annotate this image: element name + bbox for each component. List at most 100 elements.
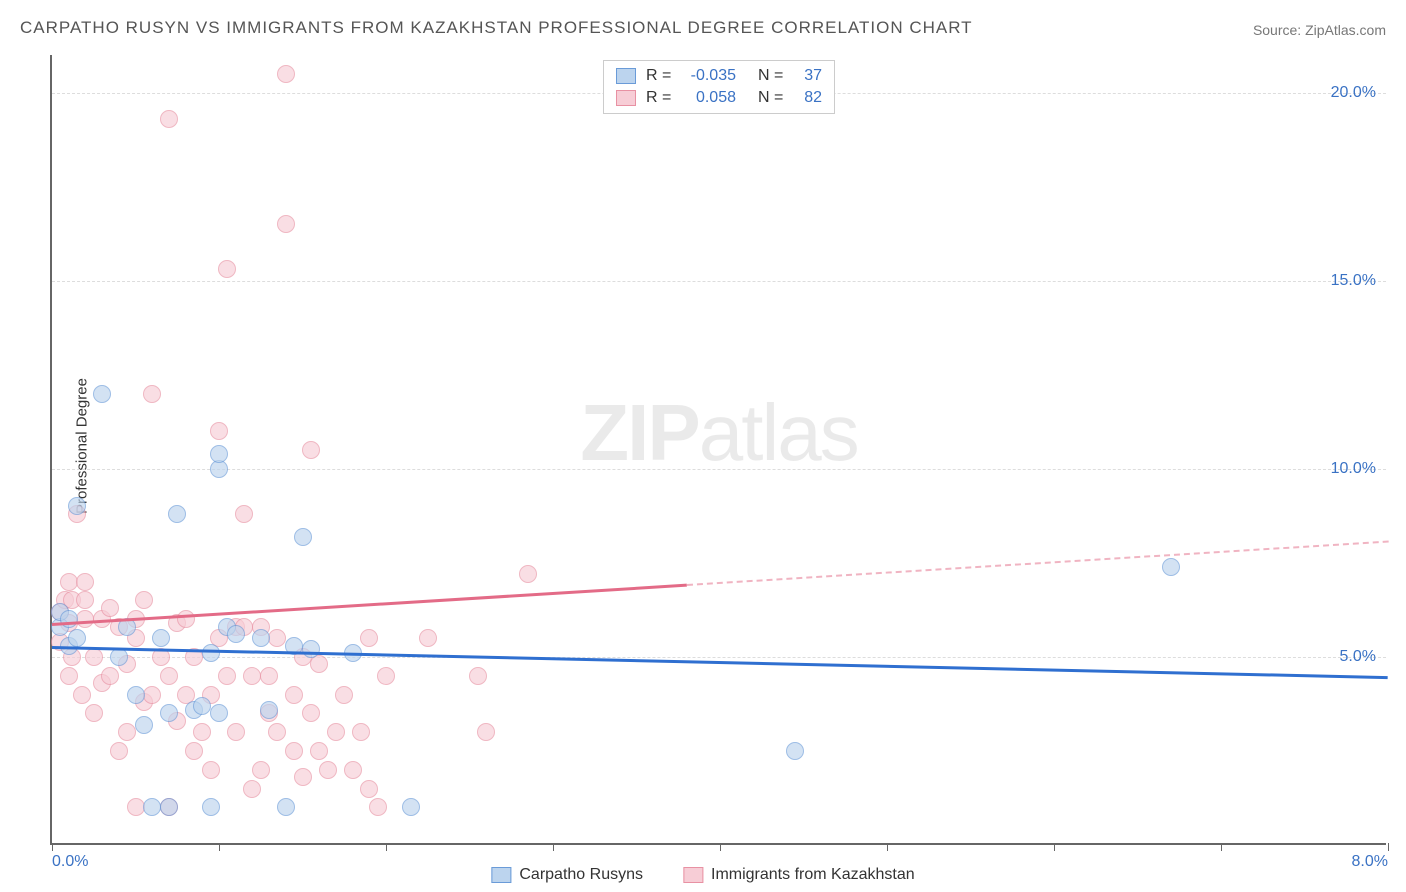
n-value: 37 <box>796 67 822 85</box>
scatter-point <box>160 798 178 816</box>
y-tick-label: 20.0% <box>1331 84 1376 102</box>
x-tick-label: 0.0% <box>52 853 88 871</box>
y-tick-label: 5.0% <box>1340 648 1376 666</box>
scatter-point <box>352 723 370 741</box>
y-tick-label: 15.0% <box>1331 272 1376 290</box>
x-tick-label: 8.0% <box>1352 853 1388 871</box>
scatter-point <box>135 591 153 609</box>
scatter-point <box>243 780 261 798</box>
scatter-point <box>285 742 303 760</box>
r-value: 0.058 <box>684 89 736 107</box>
scatter-point <box>302 441 320 459</box>
scatter-point <box>227 625 245 643</box>
scatter-point <box>268 723 286 741</box>
legend-item: Immigrants from Kazakhstan <box>683 866 915 884</box>
scatter-point <box>93 385 111 403</box>
scatter-point <box>360 780 378 798</box>
scatter-point <box>327 723 345 741</box>
scatter-point <box>68 629 86 647</box>
scatter-point <box>252 761 270 779</box>
scatter-point <box>335 686 353 704</box>
scatter-point <box>118 723 136 741</box>
scatter-point <box>243 667 261 685</box>
legend-stats-row: R =-0.035N =37 <box>616 65 822 87</box>
scatter-point <box>152 629 170 647</box>
scatter-point <box>477 723 495 741</box>
scatter-point <box>143 798 161 816</box>
source-attribution: Source: ZipAtlas.com <box>1253 22 1386 38</box>
scatter-point <box>1162 558 1180 576</box>
legend-swatch <box>616 68 636 84</box>
x-tick-mark <box>386 843 387 851</box>
legend-stats-row: R =0.058N =82 <box>616 87 822 109</box>
x-tick-mark <box>219 843 220 851</box>
scatter-point <box>302 640 320 658</box>
scatter-point <box>202 798 220 816</box>
x-tick-mark <box>887 843 888 851</box>
n-label: N = <box>758 67 786 85</box>
scatter-point <box>60 667 78 685</box>
scatter-point <box>160 110 178 128</box>
scatter-point <box>285 686 303 704</box>
scatter-point <box>402 798 420 816</box>
scatter-point <box>193 723 211 741</box>
scatter-point <box>68 497 86 515</box>
chart-title: CARPATHO RUSYN VS IMMIGRANTS FROM KAZAKH… <box>20 18 973 38</box>
legend-label: Carpatho Rusyns <box>519 866 643 884</box>
scatter-point <box>252 629 270 647</box>
gridline <box>52 281 1386 282</box>
x-tick-mark <box>553 843 554 851</box>
legend-label: Immigrants from Kazakhstan <box>711 866 915 884</box>
watermark: ZIPatlas <box>580 387 857 479</box>
legend-stats: R =-0.035N =37R =0.058N =82 <box>603 60 835 114</box>
legend-item: Carpatho Rusyns <box>491 866 643 884</box>
scatter-point <box>101 667 119 685</box>
gridline <box>52 657 1386 658</box>
scatter-point <box>319 761 337 779</box>
scatter-point <box>101 599 119 617</box>
scatter-point <box>143 385 161 403</box>
x-tick-mark <box>720 843 721 851</box>
scatter-point <box>302 704 320 722</box>
scatter-point <box>310 742 328 760</box>
legend-swatch <box>491 867 511 883</box>
scatter-point <box>260 667 278 685</box>
trend-line <box>687 540 1389 585</box>
scatter-point <box>360 629 378 647</box>
scatter-point <box>76 610 94 628</box>
gridline <box>52 469 1386 470</box>
legend-swatch <box>616 90 636 106</box>
x-tick-mark <box>1054 843 1055 851</box>
scatter-point <box>260 701 278 719</box>
scatter-point <box>210 422 228 440</box>
scatter-point <box>168 505 186 523</box>
scatter-point <box>277 65 295 83</box>
scatter-point <box>294 528 312 546</box>
scatter-point <box>143 686 161 704</box>
y-tick-label: 10.0% <box>1331 460 1376 478</box>
x-tick-mark <box>52 843 53 851</box>
n-label: N = <box>758 89 786 107</box>
scatter-point <box>277 798 295 816</box>
scatter-point <box>227 723 245 741</box>
scatter-point <box>160 704 178 722</box>
scatter-point <box>85 648 103 666</box>
legend-swatch <box>683 867 703 883</box>
r-label: R = <box>646 67 674 85</box>
scatter-point <box>60 610 78 628</box>
scatter-point <box>377 667 395 685</box>
scatter-point <box>127 686 145 704</box>
scatter-point <box>60 573 78 591</box>
scatter-point <box>185 742 203 760</box>
scatter-point <box>369 798 387 816</box>
scatter-point <box>218 667 236 685</box>
scatter-point <box>344 761 362 779</box>
scatter-point <box>76 591 94 609</box>
scatter-point <box>73 686 91 704</box>
x-tick-mark <box>1388 843 1389 851</box>
scatter-point <box>419 629 437 647</box>
scatter-point <box>519 565 537 583</box>
x-tick-mark <box>1221 843 1222 851</box>
scatter-point <box>202 761 220 779</box>
n-value: 82 <box>796 89 822 107</box>
